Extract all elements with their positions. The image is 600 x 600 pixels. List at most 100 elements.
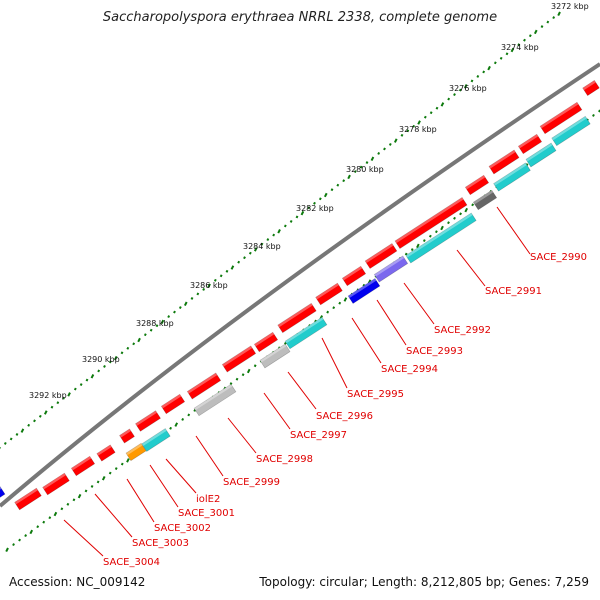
outer-tick (126, 346, 130, 350)
forward-cds[interactable] (315, 282, 343, 306)
outer-tick (499, 56, 503, 60)
gene-label[interactable]: SACE_2998 (256, 454, 313, 465)
inner-tick (77, 493, 82, 499)
forward-cds[interactable] (488, 149, 520, 175)
inner-tick (592, 114, 595, 117)
gene-label[interactable]: SACE_2993 (406, 346, 463, 357)
outer-tick (43, 410, 48, 415)
gene-label[interactable]: SACE_2997 (290, 430, 347, 441)
forward-cds[interactable] (221, 345, 257, 373)
inner-tick (174, 422, 179, 427)
outer-tick (406, 129, 410, 133)
inner-tick (72, 498, 76, 502)
outer-tick (27, 423, 31, 427)
inner-tick (29, 529, 34, 535)
forward-cds[interactable] (364, 243, 398, 269)
gene-label[interactable]: SACE_2995 (347, 389, 404, 400)
forward-cds[interactable] (135, 410, 161, 432)
forward-cds[interactable] (14, 487, 42, 511)
outer-tick (73, 387, 77, 391)
kbp-label: 3284 kbp (243, 242, 281, 251)
outer-tick (533, 29, 538, 35)
dark-gray-feature[interactable] (472, 189, 498, 211)
outer-tick (85, 378, 89, 382)
kbp-label: 3276 kbp (449, 84, 487, 93)
gene-label[interactable]: SACE_3004 (103, 557, 160, 568)
inner-tick (60, 507, 64, 511)
forward-cds[interactable] (582, 79, 600, 97)
label-leader (263, 392, 291, 430)
blue-feature[interactable] (347, 278, 381, 304)
inner-tick (428, 234, 432, 238)
blue-feature[interactable] (0, 486, 6, 498)
gene-label[interactable]: iolE2 (196, 494, 220, 505)
reverse-cds[interactable] (493, 162, 531, 192)
outer-tick (120, 351, 124, 355)
inner-tick (36, 525, 40, 529)
gene-label[interactable]: SACE_2992 (434, 325, 491, 336)
inner-tick (181, 417, 185, 421)
inner-tick (422, 239, 426, 243)
outer-tick (266, 238, 270, 242)
forward-cds[interactable] (186, 372, 222, 400)
outer-tick (237, 260, 241, 264)
forward-cds[interactable] (70, 455, 96, 477)
outer-tick (167, 315, 171, 319)
outer-tick-ring (0, 11, 561, 450)
inner-tick (108, 471, 112, 475)
label-leader (403, 282, 435, 325)
slate-feature[interactable] (373, 255, 409, 283)
outer-tick (447, 97, 451, 101)
outer-tick (557, 11, 561, 17)
outer-tick (113, 355, 118, 361)
outer-tick (295, 215, 299, 219)
gene-label[interactable]: SACE_2990 (530, 252, 587, 263)
forward-cds[interactable] (341, 265, 367, 287)
reverse-cds[interactable] (284, 316, 328, 350)
forward-cds[interactable] (517, 133, 543, 155)
forward-cds[interactable] (394, 197, 468, 249)
forward-cds[interactable] (96, 444, 116, 462)
gray-feature[interactable] (193, 383, 237, 417)
inner-tick (90, 484, 94, 488)
kbp-label: 3272 kbp (551, 2, 589, 11)
outer-tick (307, 206, 311, 210)
inner-tick (235, 377, 239, 381)
outer-tick (183, 301, 188, 307)
reverse-cds[interactable] (525, 142, 557, 168)
gene-label[interactable]: SACE_2996 (316, 411, 373, 422)
outer-tick (137, 337, 141, 343)
inner-tick (42, 520, 46, 524)
forward-cds[interactable] (42, 472, 70, 496)
inner-tick (464, 207, 468, 213)
forward-cds[interactable] (539, 101, 583, 135)
outer-tick (300, 210, 305, 216)
outer-tick (132, 342, 136, 346)
reverse-cds[interactable] (405, 212, 477, 264)
gray-feature[interactable] (259, 343, 291, 369)
reverse-cds[interactable] (551, 115, 591, 147)
label-leader (287, 371, 317, 410)
gene-label[interactable]: SACE_3001 (178, 508, 235, 519)
forward-cds[interactable] (277, 302, 317, 334)
forward-cds[interactable] (119, 428, 135, 444)
reverse-cds[interactable] (141, 428, 171, 452)
forward-cds[interactable] (464, 174, 490, 196)
outer-tick (33, 419, 36, 423)
kbp-labels: 3272 kbp 3274 kbp 3276 kbp 3278 kbp 3280 kbp… (29, 2, 589, 400)
inner-tick (66, 502, 70, 506)
gene-label[interactable]: SACE_2994 (381, 364, 438, 375)
forward-cds[interactable] (253, 331, 279, 353)
gene-label[interactable]: SACE_3002 (154, 523, 211, 534)
gene-label[interactable]: SACE_2999 (223, 477, 280, 488)
gene-label[interactable]: SACE_2991 (485, 286, 542, 297)
inner-tick (453, 216, 456, 220)
inner-tick (114, 467, 118, 470)
forward-cds[interactable] (160, 393, 186, 415)
orange-feature[interactable] (125, 442, 147, 462)
inner-tick (283, 341, 287, 345)
inner-tick (246, 368, 251, 374)
outer-tick (97, 369, 101, 373)
gene-label[interactable]: SACE_3003 (132, 538, 189, 549)
